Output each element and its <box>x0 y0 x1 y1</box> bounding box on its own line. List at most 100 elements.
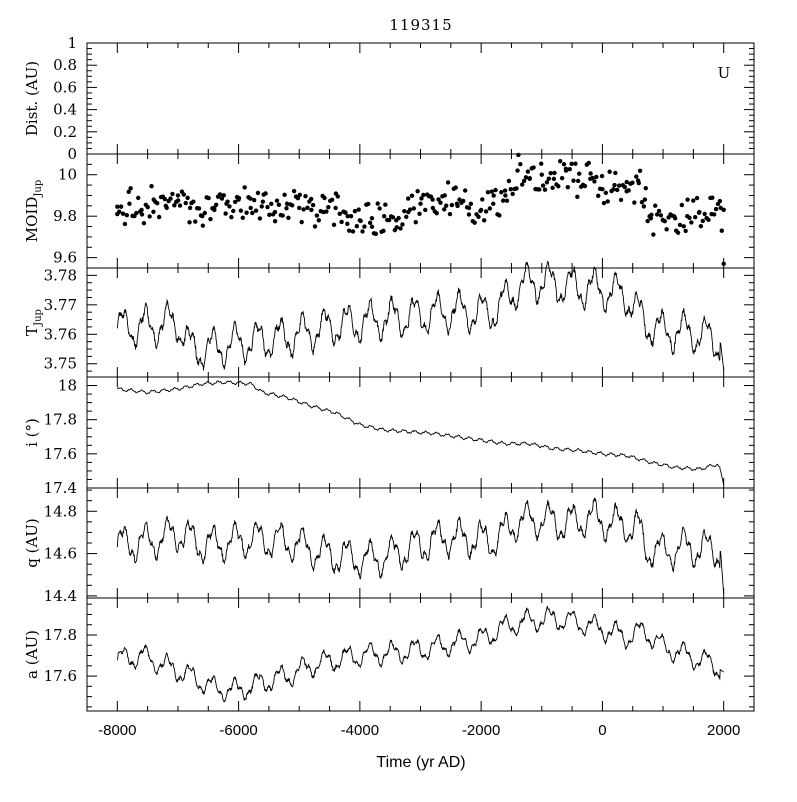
moid-point <box>297 192 302 197</box>
moid-point <box>381 228 386 234</box>
y-axis-label-q: q (AU) <box>23 518 41 568</box>
moid-point <box>213 202 219 207</box>
moid-point <box>377 206 382 211</box>
moid-point <box>653 203 658 208</box>
moid-point <box>417 211 422 217</box>
moid-point <box>257 216 263 221</box>
moid-point <box>600 187 605 192</box>
moid-point <box>552 170 557 176</box>
moid-point <box>694 195 700 201</box>
moid-point <box>563 168 569 173</box>
moid-point <box>343 210 348 215</box>
y-axis-label-tjup: TJup <box>23 309 44 336</box>
y-tick-label: 9.6 <box>53 249 77 267</box>
moid-point <box>251 197 257 203</box>
moid-point <box>551 176 557 182</box>
moid-point <box>185 195 190 201</box>
moid-point <box>718 205 723 211</box>
moid-point <box>516 152 521 158</box>
moid-point <box>345 221 350 227</box>
moid-point <box>367 220 373 225</box>
moid-point <box>373 231 379 236</box>
moid-point <box>350 229 356 234</box>
moid-point <box>613 170 618 176</box>
moid-point <box>527 176 532 182</box>
moid-point <box>177 203 183 208</box>
moid-point <box>645 218 650 224</box>
moid-point <box>588 176 593 182</box>
moid-point <box>485 190 491 195</box>
x-axis-label: Time (yr AD) <box>376 754 465 771</box>
moid-point <box>118 204 124 209</box>
moid-point <box>200 213 205 219</box>
moid-point <box>521 178 527 184</box>
moid-point <box>588 171 593 176</box>
y-tick-label: 18 <box>58 377 77 395</box>
y-axis-label-incl: i (°) <box>23 418 41 447</box>
moid-point <box>472 220 477 225</box>
panel-frame-moid <box>86 153 755 269</box>
moid-point <box>637 168 643 173</box>
moid-point <box>212 207 217 213</box>
moid-point <box>436 197 441 202</box>
moid-point <box>565 185 571 190</box>
moid-point <box>487 206 493 211</box>
moid-point <box>443 203 449 208</box>
moid-point <box>418 201 423 206</box>
moid-point <box>175 193 181 198</box>
moid-point <box>449 202 455 208</box>
moid-point <box>582 183 588 189</box>
moid-point <box>280 213 285 218</box>
moid-point <box>260 199 266 204</box>
moid-point <box>276 202 282 207</box>
y-axis-label-subscript: Jup <box>33 309 44 327</box>
moid-point <box>430 205 436 211</box>
y-axis-label-text: q (AU) <box>23 518 41 568</box>
moid-point <box>434 211 439 216</box>
moid-point <box>221 193 226 198</box>
y-axis-label-text: MOID <box>23 197 41 243</box>
moid-point <box>624 179 629 185</box>
y-axis-label-text: Dist. (AU) <box>23 61 41 136</box>
moid-point <box>499 190 504 195</box>
moid-point <box>381 213 387 219</box>
y-axis-label-text: T <box>23 326 41 336</box>
moid-point <box>141 220 147 226</box>
moid-point <box>575 178 581 184</box>
series-line-tjup <box>116 260 725 371</box>
moid-point <box>510 191 515 197</box>
moid-point <box>217 192 223 197</box>
moid-point <box>409 193 415 198</box>
moid-point <box>162 196 168 202</box>
moid-point <box>681 224 686 229</box>
moid-point <box>594 174 599 180</box>
moid-point <box>295 195 301 201</box>
moid-point <box>706 217 711 223</box>
moid-point <box>155 200 160 206</box>
moid-point <box>348 214 354 219</box>
moid-point <box>411 206 417 211</box>
moid-point <box>404 214 409 220</box>
moid-point <box>326 204 331 210</box>
moid-point <box>309 207 314 213</box>
moid-point <box>500 198 506 203</box>
moid-point <box>136 195 141 201</box>
moid-point <box>713 206 719 212</box>
moid-point <box>539 161 544 166</box>
moid-point <box>345 213 350 219</box>
moid-point <box>248 196 253 201</box>
moid-point <box>457 197 462 202</box>
moid-point <box>369 224 375 229</box>
moid-point <box>508 186 513 192</box>
moid-point <box>518 161 523 167</box>
moid-point <box>316 218 322 223</box>
moid-point <box>542 187 548 192</box>
moid-point <box>468 201 474 207</box>
moid-point <box>636 180 641 186</box>
moid-point <box>309 196 314 202</box>
y-tick-label: 0 <box>67 145 77 163</box>
moid-point <box>208 216 213 222</box>
moid-point <box>466 212 472 217</box>
moid-point <box>406 209 411 215</box>
